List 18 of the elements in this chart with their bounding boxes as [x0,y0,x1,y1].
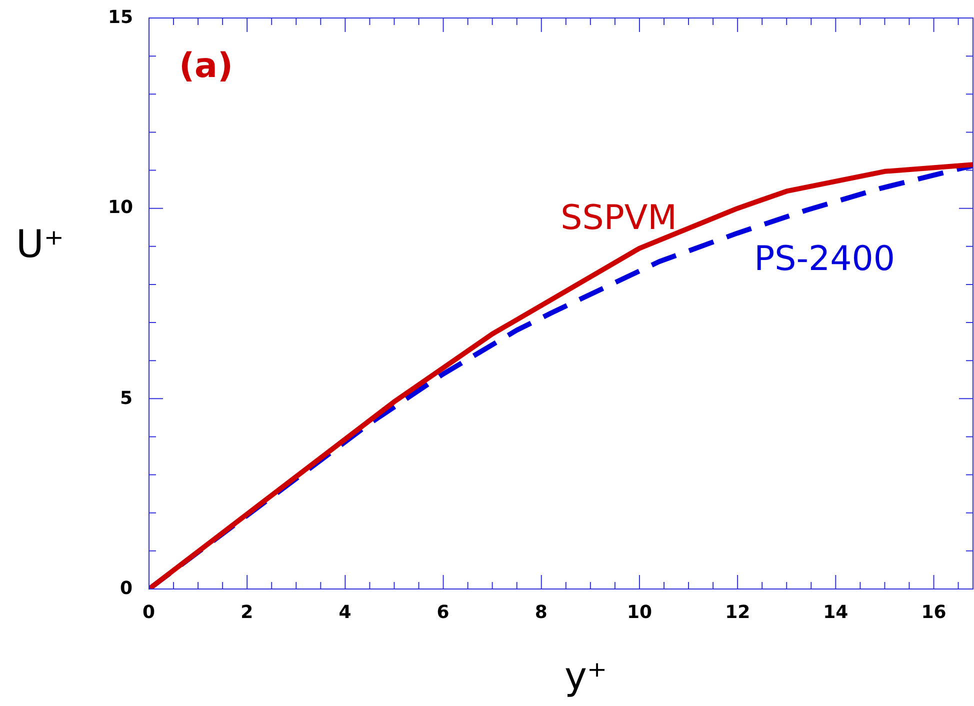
x-tick-label: 12 [725,602,750,623]
x-tick-label: 4 [338,602,352,623]
x-tick-label: 14 [823,602,848,623]
x-tick-label: 8 [534,602,548,623]
x-tick-label: 16 [921,602,946,623]
series-label: SSPVM [560,198,677,238]
y-tick-label: 0 [120,578,133,599]
x-tick-label: 2 [240,602,254,623]
annotation: (a) [179,46,234,86]
y-tick-label: 15 [108,7,134,28]
x-tick-label: 0 [142,602,156,623]
x-tick-label: 6 [436,602,450,623]
y-tick-label: 10 [108,197,134,218]
x-tick-label: 10 [626,602,652,623]
y-tick-label: 5 [120,388,133,409]
x-axis-title: y⁺ [564,654,608,698]
series-label: PS-2400 [754,239,896,280]
y-axis-title: U⁺ [16,222,64,266]
